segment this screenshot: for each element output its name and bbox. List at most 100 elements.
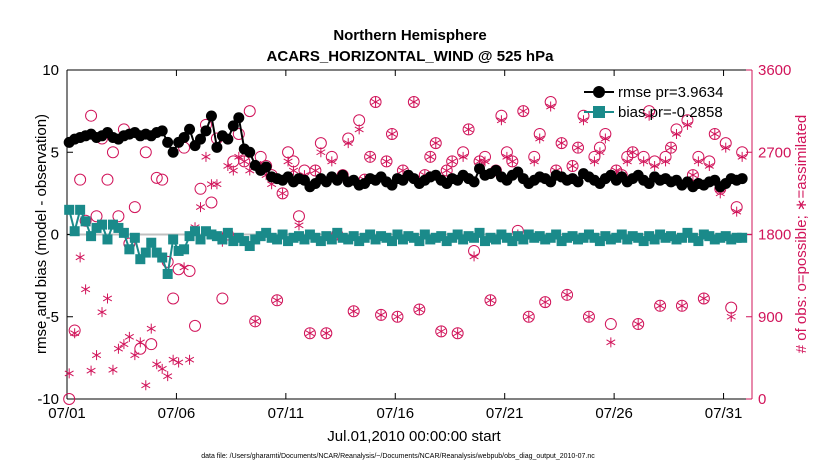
bias-point	[381, 232, 392, 243]
bias-point	[567, 231, 578, 242]
obs-assimilated-point	[321, 328, 331, 339]
obs-possible-point	[582, 310, 595, 323]
obs-assimilated-point	[682, 119, 693, 130]
obs-assimilated-point	[376, 309, 386, 320]
obs-assimilated-point	[425, 151, 435, 162]
obs-assimilated-point	[152, 359, 162, 370]
obs-possible-point	[539, 296, 552, 309]
bias-point	[490, 234, 501, 245]
bias-point	[129, 232, 140, 243]
bias-point	[644, 231, 655, 242]
bias-point	[370, 234, 381, 245]
bias-point	[239, 236, 250, 247]
bias-point	[343, 234, 354, 245]
y-left-tick-label: 10	[42, 62, 59, 79]
bias-point	[283, 236, 294, 247]
bias-point	[693, 236, 704, 247]
bias-point	[321, 231, 332, 242]
obs-assimilated-point	[113, 343, 124, 354]
obs-assimilated-point	[639, 156, 649, 167]
bias-point	[233, 232, 244, 243]
obs-assimilated-point	[655, 300, 665, 311]
bias-point	[179, 244, 190, 255]
bias-point	[135, 254, 146, 265]
bias-point	[173, 245, 184, 256]
obs-possible-point	[380, 155, 393, 168]
y-right-tick-label: 3600	[758, 62, 791, 79]
obs-assimilated-point	[310, 165, 320, 176]
rmse-point	[227, 120, 239, 132]
obs-possible-point	[522, 310, 535, 323]
obs-assimilated-point	[710, 128, 720, 139]
obs-possible-point	[517, 105, 530, 118]
obs-assimilated-point	[732, 206, 742, 217]
bias-point	[600, 231, 611, 242]
y-axis-left-label: rmse and bias (model - observation)	[33, 114, 50, 354]
bias-point	[255, 231, 266, 242]
bias-point	[458, 234, 469, 245]
rmse-point	[162, 136, 174, 148]
bias-point	[425, 234, 436, 245]
legend-rmse-marker	[593, 86, 605, 98]
obs-assimilated-point	[250, 316, 260, 327]
obs-assimilated-point	[228, 165, 238, 176]
bias-point	[485, 232, 496, 243]
obs-assimilated-point	[64, 368, 74, 379]
bias-point	[140, 247, 151, 258]
obs-possible-point	[604, 318, 617, 331]
bias-point	[512, 231, 523, 242]
bias-point	[480, 236, 491, 247]
obs-assimilated-point	[124, 331, 134, 342]
rmse-point	[205, 110, 217, 122]
obs-assimilated-point	[70, 328, 80, 339]
obs-assimilated-point	[91, 350, 102, 361]
bias-point	[299, 234, 310, 245]
obs-assimilated-point	[442, 165, 452, 176]
obs-assimilated-point	[387, 128, 397, 139]
obs-assimilated-point	[75, 252, 85, 263]
obs-assimilated-point	[179, 262, 189, 273]
obs-assimilated-point	[737, 151, 747, 162]
obs-possible-point	[665, 141, 678, 154]
obs-assimilated-point	[671, 128, 682, 139]
bias-point	[655, 229, 666, 240]
obs-possible-point	[572, 141, 585, 154]
bias-point	[414, 236, 425, 247]
bias-point	[452, 229, 463, 240]
obs-assimilated-point	[464, 124, 474, 135]
obs-possible-point	[271, 294, 284, 307]
rmse-point	[572, 176, 584, 188]
rmse-point	[244, 146, 256, 158]
obs-possible-point	[446, 155, 459, 168]
obs-possible-point	[145, 338, 158, 351]
obs-possible-point	[424, 150, 437, 163]
obs-possible-point	[303, 327, 316, 340]
bias-point	[518, 234, 529, 245]
bias-point	[211, 231, 222, 242]
obs-possible-point	[74, 173, 87, 186]
bias-point	[666, 231, 677, 242]
bias-point	[622, 234, 633, 245]
bias-point	[408, 232, 419, 243]
rmse-point	[468, 176, 480, 188]
obs-possible-point	[249, 315, 262, 328]
bias-point	[573, 234, 584, 245]
obs-possible-point	[555, 137, 568, 150]
legend: rmse pr=3.9634 bias pr=-0.2858	[584, 84, 723, 121]
obs-possible-point	[391, 310, 404, 323]
obs-possible-point	[320, 327, 333, 340]
bias-point	[397, 234, 408, 245]
bias-point	[682, 227, 693, 238]
obs-assimilated-point	[458, 151, 468, 162]
y-left-tick-label: -5	[46, 309, 59, 326]
obs-assimilated-point	[381, 156, 392, 167]
obs-assimilated-point	[146, 323, 156, 334]
bias-point	[676, 232, 687, 243]
obs-assimilated-point	[354, 124, 364, 135]
obs-assimilated-point	[119, 339, 129, 350]
obs-possible-point	[85, 109, 98, 122]
obs-assimilated-point	[239, 156, 249, 167]
bias-point	[551, 229, 562, 240]
bias-point	[190, 226, 201, 237]
obs-possible-point	[347, 305, 360, 318]
